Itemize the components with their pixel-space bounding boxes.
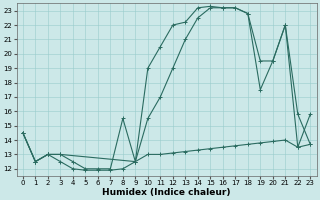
X-axis label: Humidex (Indice chaleur): Humidex (Indice chaleur) <box>102 188 231 197</box>
